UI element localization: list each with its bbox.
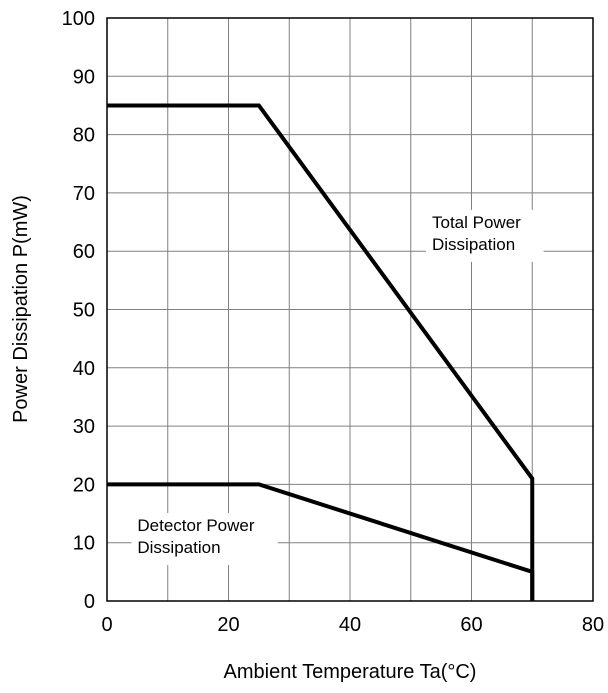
annotation-line: Dissipation	[137, 538, 220, 557]
y-tick-label: 30	[73, 416, 95, 438]
series-total-power-line	[107, 103, 535, 601]
x-tick-label: 80	[582, 614, 604, 636]
y-tick-label: 100	[62, 8, 95, 30]
y-tick-label: 80	[73, 125, 95, 147]
x-axis-label: Ambient Temperature Ta(°C)	[224, 661, 477, 683]
y-axis-ticks: 0 10 20 30 40 50 60 70 80 90 100	[62, 8, 95, 613]
annotation-detector-power: Detector Power Dissipation	[137, 516, 254, 557]
y-tick-label: 70	[73, 183, 95, 205]
x-tick-label: 0	[101, 614, 112, 636]
annotation-background	[426, 209, 544, 262]
y-tick-label: 50	[73, 300, 95, 322]
y-tick-label: 20	[73, 474, 95, 496]
annotation-background	[131, 513, 278, 566]
y-tick-label: 60	[73, 241, 95, 263]
x-axis-ticks: 0 20 40 60 80	[101, 614, 604, 636]
y-tick-label: 10	[73, 533, 95, 555]
x-tick-label: 20	[217, 614, 239, 636]
y-tick-label: 40	[73, 358, 95, 380]
series-lines	[107, 103, 535, 601]
series-detector-power-line	[107, 482, 535, 601]
x-tick-label: 60	[460, 614, 482, 636]
annotation-line: Total Power	[432, 213, 521, 232]
annotation-line: Detector Power	[137, 516, 254, 535]
x-tick-label: 40	[339, 614, 361, 636]
annotations: Total Power Dissipation Detector Power Diss…	[131, 209, 544, 566]
plot-frame	[106, 17, 594, 602]
y-tick-label: 0	[84, 591, 95, 613]
annotation-total-power: Total Power Dissipation	[432, 213, 521, 254]
y-axis-label: Power Dissipation P(mW)	[10, 195, 32, 423]
y-tick-label: 90	[73, 66, 95, 88]
annotation-line: Dissipation	[432, 235, 515, 254]
